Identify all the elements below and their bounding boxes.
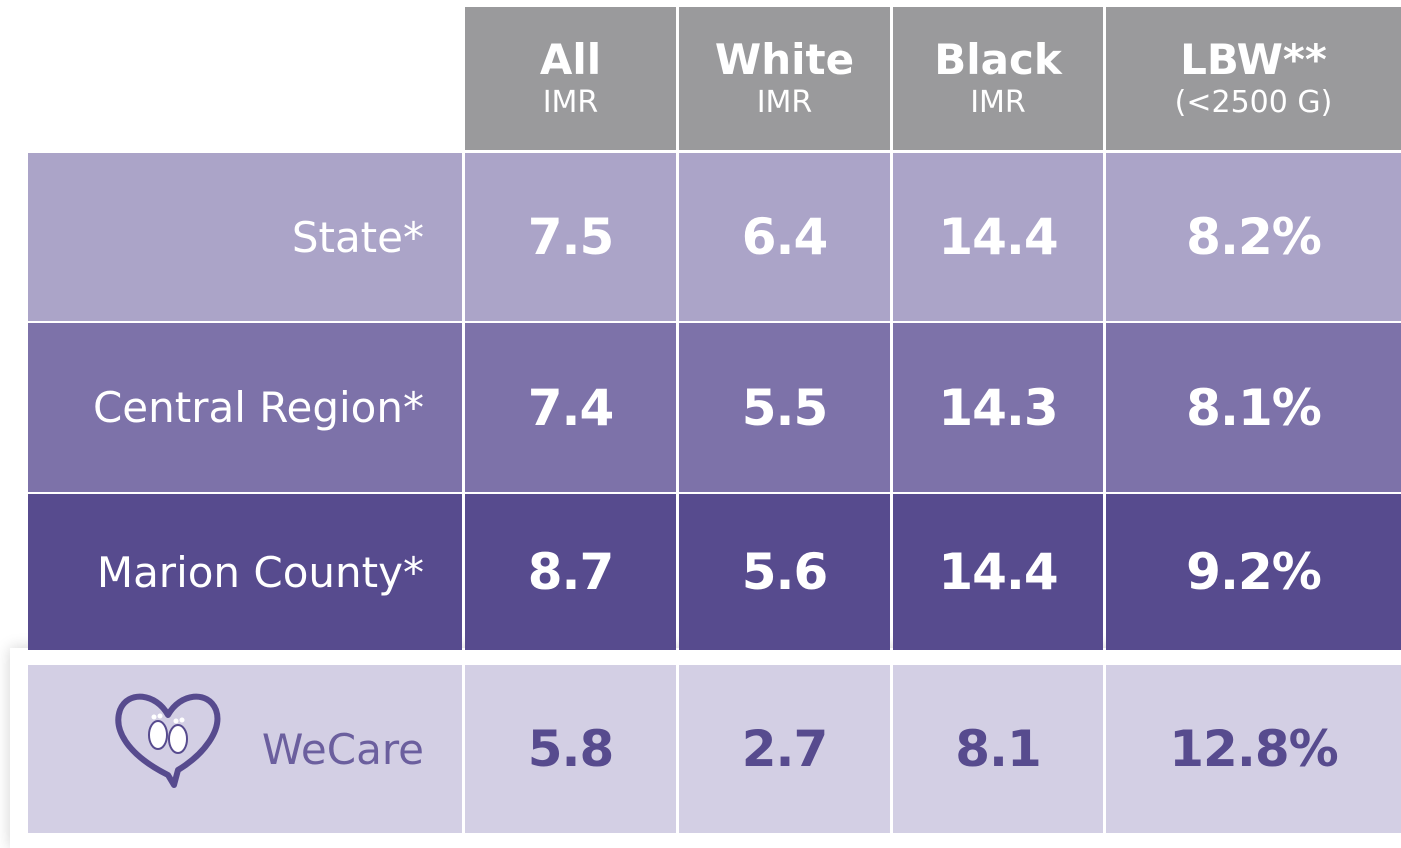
value-text: 14.4 [938,208,1058,266]
value-cell: 5.8 [465,665,676,833]
header-cell: White IMR [679,7,890,150]
row-label: Marion County* [28,494,462,650]
row-label: Central Region* [28,323,462,492]
value-text: 7.5 [527,208,615,266]
value-cell: 5.5 [679,323,890,492]
wecare-logo [115,693,221,788]
value-cell: 8.7 [465,494,676,650]
value-cell: 14.4 [893,153,1103,321]
value-text: 8.1% [1186,378,1322,437]
value-cell: 7.4 [465,323,676,492]
value-text: 8.2% [1186,208,1322,266]
value-cell: 8.2% [1106,153,1401,321]
value-cell: 14.4 [893,494,1103,650]
value-cell: 14.3 [893,323,1103,492]
row-label-text: WeCare [261,724,424,774]
value-cell: 12.8% [1106,665,1401,833]
row-label-text: State* [291,212,424,262]
value-cell: 2.7 [679,665,890,833]
row-label: State* [28,153,462,321]
value-text: 5.6 [741,543,829,601]
row-label-text: Central Region* [92,383,424,432]
header-title: All [539,34,602,84]
value-text: 9.2% [1186,543,1322,601]
value-text: 6.4 [741,208,829,266]
value-text: 5.8 [527,720,615,778]
header-subtitle: IMR [970,84,1026,120]
row-label: WeCare [28,665,462,833]
value-cell: 9.2% [1106,494,1401,650]
header-title: White [714,34,855,84]
header-cell: LBW** (<2500 G) [1106,7,1401,150]
value-cell: 7.5 [465,153,676,321]
header-subtitle: (<2500 G) [1174,84,1333,120]
header-title: Black [934,34,1062,84]
value-text: 7.4 [527,378,615,437]
value-cell: 5.6 [679,494,890,650]
value-text: 12.8% [1169,720,1338,778]
header-cell: All IMR [465,7,676,150]
value-text: 14.3 [938,378,1058,437]
value-text: 14.4 [938,543,1058,601]
header-subtitle: IMR [542,84,599,120]
row-label-text: Marion County* [96,547,424,597]
value-text: 8.7 [527,543,615,601]
header-title: LBW** [1180,34,1327,84]
value-cell: 8.1% [1106,323,1401,492]
value-cell: 8.1 [893,665,1103,833]
value-text: 2.7 [741,720,829,778]
value-text: 8.1 [955,720,1042,778]
value-text: 5.5 [741,378,829,437]
header-cell: Black IMR [893,7,1103,150]
header-subtitle: IMR [756,84,813,120]
value-cell: 6.4 [679,153,890,321]
